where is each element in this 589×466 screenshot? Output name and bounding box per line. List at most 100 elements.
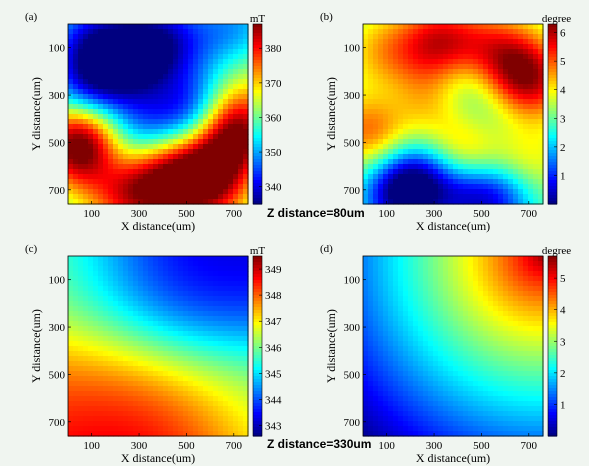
colorbar-segment bbox=[548, 66, 557, 70]
heatmap-cell bbox=[423, 114, 429, 120]
heatmap-cell bbox=[203, 336, 209, 342]
heatmap-cell bbox=[463, 39, 469, 45]
heatmap-cell bbox=[98, 199, 104, 205]
heatmap-cell bbox=[168, 431, 174, 437]
heatmap-cell bbox=[108, 39, 114, 45]
heatmap-cell bbox=[153, 119, 159, 125]
heatmap-cell bbox=[223, 396, 229, 402]
heatmap-cell bbox=[388, 29, 394, 35]
heatmap-cell bbox=[408, 189, 414, 195]
heatmap-cell bbox=[93, 119, 99, 125]
heatmap-cell bbox=[408, 276, 414, 282]
heatmap-cell bbox=[138, 169, 144, 175]
heatmap-cell bbox=[518, 184, 524, 190]
heatmap-cell bbox=[143, 296, 149, 302]
heatmap-cell bbox=[498, 159, 504, 165]
heatmap-cell bbox=[158, 59, 164, 65]
heatmap-cell bbox=[508, 129, 514, 135]
heatmap-cell bbox=[158, 286, 164, 292]
heatmap-cell bbox=[483, 316, 489, 322]
heatmap-cell bbox=[123, 169, 129, 175]
heatmap-cell bbox=[218, 306, 224, 312]
heatmap-cell bbox=[113, 164, 119, 170]
heatmap-cell bbox=[178, 426, 184, 432]
heatmap-cell bbox=[103, 59, 109, 65]
heatmap-cell bbox=[103, 346, 109, 352]
colorbar-segment bbox=[253, 144, 262, 148]
heatmap-cell bbox=[88, 174, 94, 180]
colorbar-segment bbox=[253, 108, 262, 112]
heatmap-cell bbox=[123, 341, 129, 347]
heatmap-cell bbox=[103, 271, 109, 277]
heatmap-cell bbox=[148, 311, 154, 317]
heatmap-cell bbox=[238, 109, 244, 115]
colorbar-segment bbox=[548, 45, 557, 49]
heatmap-cell bbox=[373, 266, 379, 272]
heatmap-cell bbox=[188, 64, 194, 70]
heatmap-cell bbox=[213, 74, 219, 80]
heatmap-cell bbox=[223, 44, 229, 50]
heatmap-cell bbox=[223, 29, 229, 35]
heatmap-cell bbox=[538, 321, 544, 327]
heatmap-cell bbox=[188, 336, 194, 342]
heatmap-cell bbox=[518, 169, 524, 175]
heatmap-cell bbox=[88, 64, 94, 70]
heatmap-cell bbox=[168, 44, 174, 50]
heatmap-cell bbox=[108, 99, 114, 105]
heatmap-cell bbox=[398, 366, 404, 372]
heatmap-cell bbox=[188, 74, 194, 80]
heatmap-cell bbox=[413, 174, 419, 180]
heatmap-cell bbox=[148, 346, 154, 352]
heatmap-cell bbox=[368, 366, 374, 372]
heatmap-cell bbox=[238, 271, 244, 277]
heatmap-cell bbox=[243, 411, 249, 417]
heatmap-cell bbox=[458, 281, 464, 287]
heatmap-cell bbox=[88, 54, 94, 60]
colorbar-segment bbox=[548, 24, 557, 28]
heatmap-cell bbox=[448, 331, 454, 337]
heatmap-cell bbox=[523, 276, 529, 282]
heatmap-cell bbox=[378, 149, 384, 155]
heatmap-cell bbox=[138, 271, 144, 277]
heatmap-cell bbox=[133, 261, 139, 267]
heatmap-cell bbox=[463, 154, 469, 160]
heatmap-cell bbox=[133, 54, 139, 60]
heatmap-cell bbox=[413, 296, 419, 302]
heatmap-cell bbox=[403, 301, 409, 307]
heatmap-cell bbox=[158, 54, 164, 60]
heatmap-cell bbox=[148, 59, 154, 65]
colorbar bbox=[253, 256, 262, 437]
heatmap-cell bbox=[73, 386, 79, 392]
heatmap-cell bbox=[498, 139, 504, 145]
heatmap-cell bbox=[193, 44, 199, 50]
heatmap-cell bbox=[168, 84, 174, 90]
heatmap-cell bbox=[113, 29, 119, 35]
heatmap-cell bbox=[518, 99, 524, 105]
heatmap-cell bbox=[138, 144, 144, 150]
heatmap-cell bbox=[363, 104, 369, 110]
heatmap-cell bbox=[138, 184, 144, 190]
heatmap-cell bbox=[243, 109, 249, 115]
heatmap-cell bbox=[463, 366, 469, 372]
heatmap-cell bbox=[398, 69, 404, 75]
heatmap-cell bbox=[533, 114, 539, 120]
heatmap-cell bbox=[148, 371, 154, 377]
heatmap-cell bbox=[438, 164, 444, 170]
heatmap-cell bbox=[398, 331, 404, 337]
heatmap-cell bbox=[398, 159, 404, 165]
heatmap-cell bbox=[133, 169, 139, 175]
heatmap-cell bbox=[73, 431, 79, 437]
heatmap-cell bbox=[373, 159, 379, 165]
heatmap-cell bbox=[428, 281, 434, 287]
heatmap-cell bbox=[493, 84, 499, 90]
heatmap-cell bbox=[168, 331, 174, 337]
heatmap-cell bbox=[443, 189, 449, 195]
heatmap-cell bbox=[143, 361, 149, 367]
heatmap-cell bbox=[503, 174, 509, 180]
heatmap-cell bbox=[73, 276, 79, 282]
heatmap-cell bbox=[518, 89, 524, 95]
colorbar-segment bbox=[548, 60, 557, 64]
heatmap-cell bbox=[233, 336, 239, 342]
heatmap-cell bbox=[78, 266, 84, 272]
heatmap-cell bbox=[188, 386, 194, 392]
